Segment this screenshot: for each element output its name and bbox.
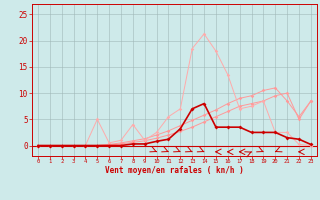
X-axis label: Vent moyen/en rafales ( kn/h ): Vent moyen/en rafales ( kn/h ) bbox=[105, 166, 244, 175]
